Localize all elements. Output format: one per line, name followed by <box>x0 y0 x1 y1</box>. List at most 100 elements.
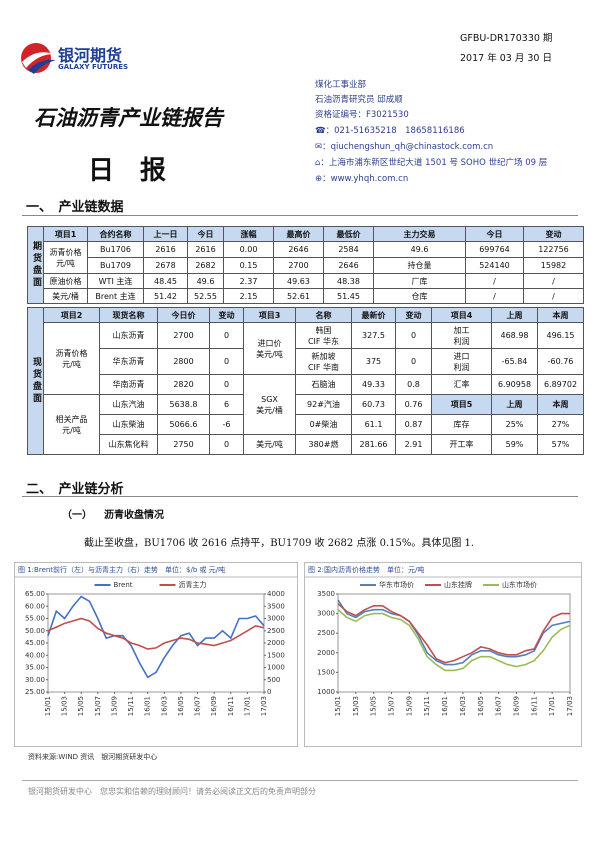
table-cell: -65.84 <box>491 348 538 375</box>
chart-frame <box>14 562 298 747</box>
header-row: 期货盘面 项目1 合约名称 上一日 今日 涨幅 最高价 最低价 主力交易 今日 变动 <box>27 226 584 304</box>
table-cell: 0.00 <box>223 241 274 258</box>
table-cell: 0#柴油 <box>295 414 352 435</box>
text: 资格证编号：F3021530 <box>315 110 409 120</box>
x-tick-label: 16/11 <box>530 696 538 716</box>
y2-tick-label: 2500 <box>267 627 285 635</box>
y2-tick-label: 3000 <box>267 615 285 623</box>
x-tick-label: 17/01 <box>548 696 556 716</box>
cell-line: SGX <box>261 394 278 404</box>
text: 银河期货研发中心 您忠实和信赖的理财顾问！请务必阅读正文后的免责声明部分 <box>28 787 316 796</box>
text: 上海市浦东新区世纪大道 1501 号 SOHO 世纪广场 09 层 <box>328 158 548 168</box>
table-cell: SGX 美元/桶 <box>243 374 296 435</box>
element: 图 1:Brent前行（左）与沥青主力（右）走势 单位：$/b 或 元/吨 25.… <box>14 562 298 751</box>
table-cell: 0 <box>209 322 244 349</box>
element <box>22 496 578 497</box>
table-cell: 2678 <box>143 257 188 274</box>
table-cell: 沥青价格 元/吨 <box>43 241 88 274</box>
table-cell: 2800 <box>157 348 210 375</box>
text: （一） <box>62 510 92 521</box>
y-tick-label: 1000 <box>317 688 335 696</box>
legend-label: 华东市场价 <box>379 580 414 589</box>
cell-line: CIF 华东 <box>307 336 340 346</box>
y-tick-label: 25.00 <box>25 688 45 696</box>
y-tick-label: 50.00 <box>25 627 45 635</box>
table-cell: 汇率 <box>431 374 492 395</box>
logo-mark <box>21 43 56 74</box>
text: 021-51635218 18658116186 <box>334 126 465 136</box>
text: 截止至收盘，BU1706 收 2616 点持平，BU1709 收 2682 点涨… <box>84 538 475 549</box>
x-tick-label: 16/01 <box>441 696 449 716</box>
table-cell: 327.5 <box>351 322 396 349</box>
cell-line: 韩国 <box>315 325 332 335</box>
y-tick-label: 30.00 <box>25 676 45 684</box>
element: ⌂：上海市浦东新区世纪大道 1501 号 SOHO 世纪广场 09 层 <box>315 158 548 168</box>
table-cell: / <box>523 288 584 304</box>
table-cell: 49.63 <box>273 273 324 289</box>
x-tick-label: 16/03 <box>160 696 168 716</box>
table-cell: 49.6 <box>187 273 224 289</box>
table-cell: 2616 <box>143 241 188 258</box>
table-cell: 52.61 <box>273 288 324 304</box>
y-tick-label: 3000 <box>317 610 335 618</box>
table-cell: 项目5 <box>431 394 492 415</box>
legend-label: 山东挂牌 <box>444 580 472 589</box>
plot-area <box>337 593 571 693</box>
data-row: 华东沥青 2800 0 新加坡 CIF 华南 375 0 进口 利润 -65.84 -60.76 <box>28 348 584 375</box>
y-tick-label: 1500 <box>317 668 335 676</box>
x-tick-label: 16/05 <box>177 696 185 716</box>
table-cell: 今日 <box>465 226 524 242</box>
table-cell: 项目2 <box>43 307 100 323</box>
table-cell: 92#汽油 <box>295 394 352 415</box>
table-cell: 2682 <box>187 257 224 274</box>
table-cell: 49.6 <box>373 241 466 258</box>
element: ⊕：www.yhqh.com.cn <box>315 174 409 184</box>
y-tick-label: 35.00 <box>25 664 45 672</box>
table-cell: 51.42 <box>143 288 188 304</box>
chart-frame <box>304 562 582 747</box>
series-line <box>337 603 570 664</box>
table-cell: 名称 <box>295 307 352 323</box>
table-cell: 期货盘面 <box>27 226 44 304</box>
x-tick-label: 15/09 <box>405 696 413 716</box>
table-cell: 5066.6 <box>157 414 210 435</box>
cell-line: 沥青价格 <box>49 247 82 257</box>
table-cell: 2.91 <box>395 434 432 455</box>
x-tick-label: 16/07 <box>495 696 503 716</box>
table-cell: 281.66 <box>351 434 396 455</box>
x-tick-label: 15/01 <box>44 696 52 716</box>
x-tick-label: 17/03 <box>566 696 574 716</box>
table-cell: 380#燃 <box>295 434 352 455</box>
table-cell: 51.45 <box>323 288 374 304</box>
table-cell: 仓库 <box>373 288 466 304</box>
table-cell: 变动 <box>395 307 432 323</box>
element: ✉：qiuchengshun_qh@chinastock.com.cn <box>315 142 494 152</box>
table-cell: 原油价格 <box>43 273 88 289</box>
element: ☎：021-51635218 18658116186 <box>315 126 465 136</box>
table-cell: 2584 <box>323 241 374 258</box>
x-tick-label: 15/05 <box>370 696 378 716</box>
table-cell: 0.8 <box>395 374 432 395</box>
x-tick-label: 16/01 <box>144 696 152 716</box>
x-tick-label: 16/05 <box>477 696 485 716</box>
table-cell: 375 <box>351 348 396 375</box>
text: 日 报 <box>88 156 167 186</box>
x-tick-label: 15/05 <box>77 696 85 716</box>
y-tick-label: 60.00 <box>25 602 45 610</box>
cell-line: 元/吨 <box>56 258 75 268</box>
table-cell: 2616 <box>187 241 224 258</box>
cell-line: 利润 <box>453 362 470 372</box>
cell-line: 进口 <box>453 351 470 361</box>
legend-label: 沥青主力 <box>179 580 207 589</box>
data-row: Bu1709 2678 2682 0.15 2700 2646 持仓量 524140 15982 <box>28 257 584 274</box>
cell-line: 美元/吨 <box>256 349 283 359</box>
table-cell: WTI 主连 <box>87 273 144 289</box>
data-row: 原油价格 WTI 主连 48.45 49.6 2.37 49.63 48.38 厂库 / / <box>28 273 584 289</box>
table-cell: 48.45 <box>143 273 188 289</box>
x-tick-label: 16/11 <box>227 696 235 716</box>
x-tick-label: 16/09 <box>210 696 218 716</box>
table-cell: 2646 <box>323 257 374 274</box>
y2-tick-label: 4000 <box>267 590 285 598</box>
table-cell: 2750 <box>157 434 210 455</box>
x-tick-label: 16/07 <box>194 696 202 716</box>
